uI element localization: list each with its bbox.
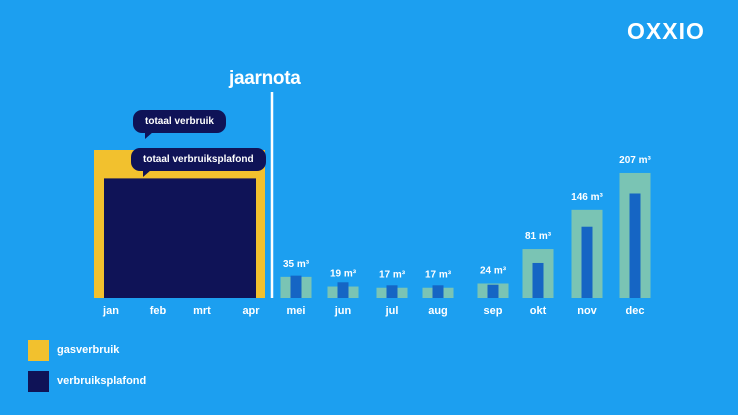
bars-layer <box>94 150 651 298</box>
x-tick-label-jul: jul <box>385 305 399 317</box>
x-tick-label-mrt: mrt <box>193 305 211 317</box>
legend-gas-label: gasverbruik <box>57 344 120 356</box>
legend-gas: gasverbruik <box>28 339 119 361</box>
plafond-bar-mei <box>290 275 302 298</box>
x-tick-label-nov: nov <box>577 305 597 317</box>
x-tick-label-dec: dec <box>626 305 645 317</box>
value-label-jul: 17 m³ <box>379 270 406 281</box>
x-tick-label-feb: feb <box>150 305 167 317</box>
total-plafond-bubble: totaal verbruiksplafond <box>131 148 266 177</box>
x-tick-label-jun: jun <box>334 305 352 317</box>
x-tick-label-apr: apr <box>242 305 260 317</box>
legend-plafond-swatch <box>28 370 49 392</box>
legend-gas-swatch <box>28 339 49 361</box>
value-label-jun: 19 m³ <box>330 269 357 280</box>
plafond-bar-dec <box>629 193 641 298</box>
labels-layer: jan feb mrt apr mei jun jul aug sep okt nov dec 35 m… <box>102 155 651 317</box>
plafond-bar-aug <box>432 285 444 298</box>
value-label-aug: 17 m³ <box>425 270 452 281</box>
jaarnota-label: jaarnota <box>229 68 301 89</box>
plafond-bar-okt <box>532 262 544 298</box>
plafond-bar-jun <box>337 282 349 298</box>
plafond-bar-sep <box>487 284 499 298</box>
value-label-sep: 24 m³ <box>480 266 507 277</box>
x-tick-label-aug: aug <box>428 305 448 317</box>
value-label-nov: 146 m³ <box>571 192 603 203</box>
legend-plafond-label: verbruiksplafond <box>57 375 147 387</box>
total-usage-bubble: totaal verbruik <box>133 110 226 139</box>
x-tick-label-jan: jan <box>102 305 119 317</box>
legend-plafond: verbruiksplafond <box>28 370 146 392</box>
x-tick-label-okt: okt <box>530 305 547 317</box>
value-label-okt: 81 m³ <box>525 231 552 242</box>
value-label-dec: 207 m³ <box>619 155 651 166</box>
value-label-mei: 35 m³ <box>283 259 310 270</box>
x-tick-label-sep: sep <box>484 305 503 317</box>
period-plafond-bar <box>104 178 256 298</box>
oxxio-logo: OXXIO <box>627 18 705 44</box>
plafond-bar-nov <box>581 226 593 298</box>
x-tick-label-mei: mei <box>287 305 306 317</box>
plafond-bar-jul <box>386 285 398 298</box>
